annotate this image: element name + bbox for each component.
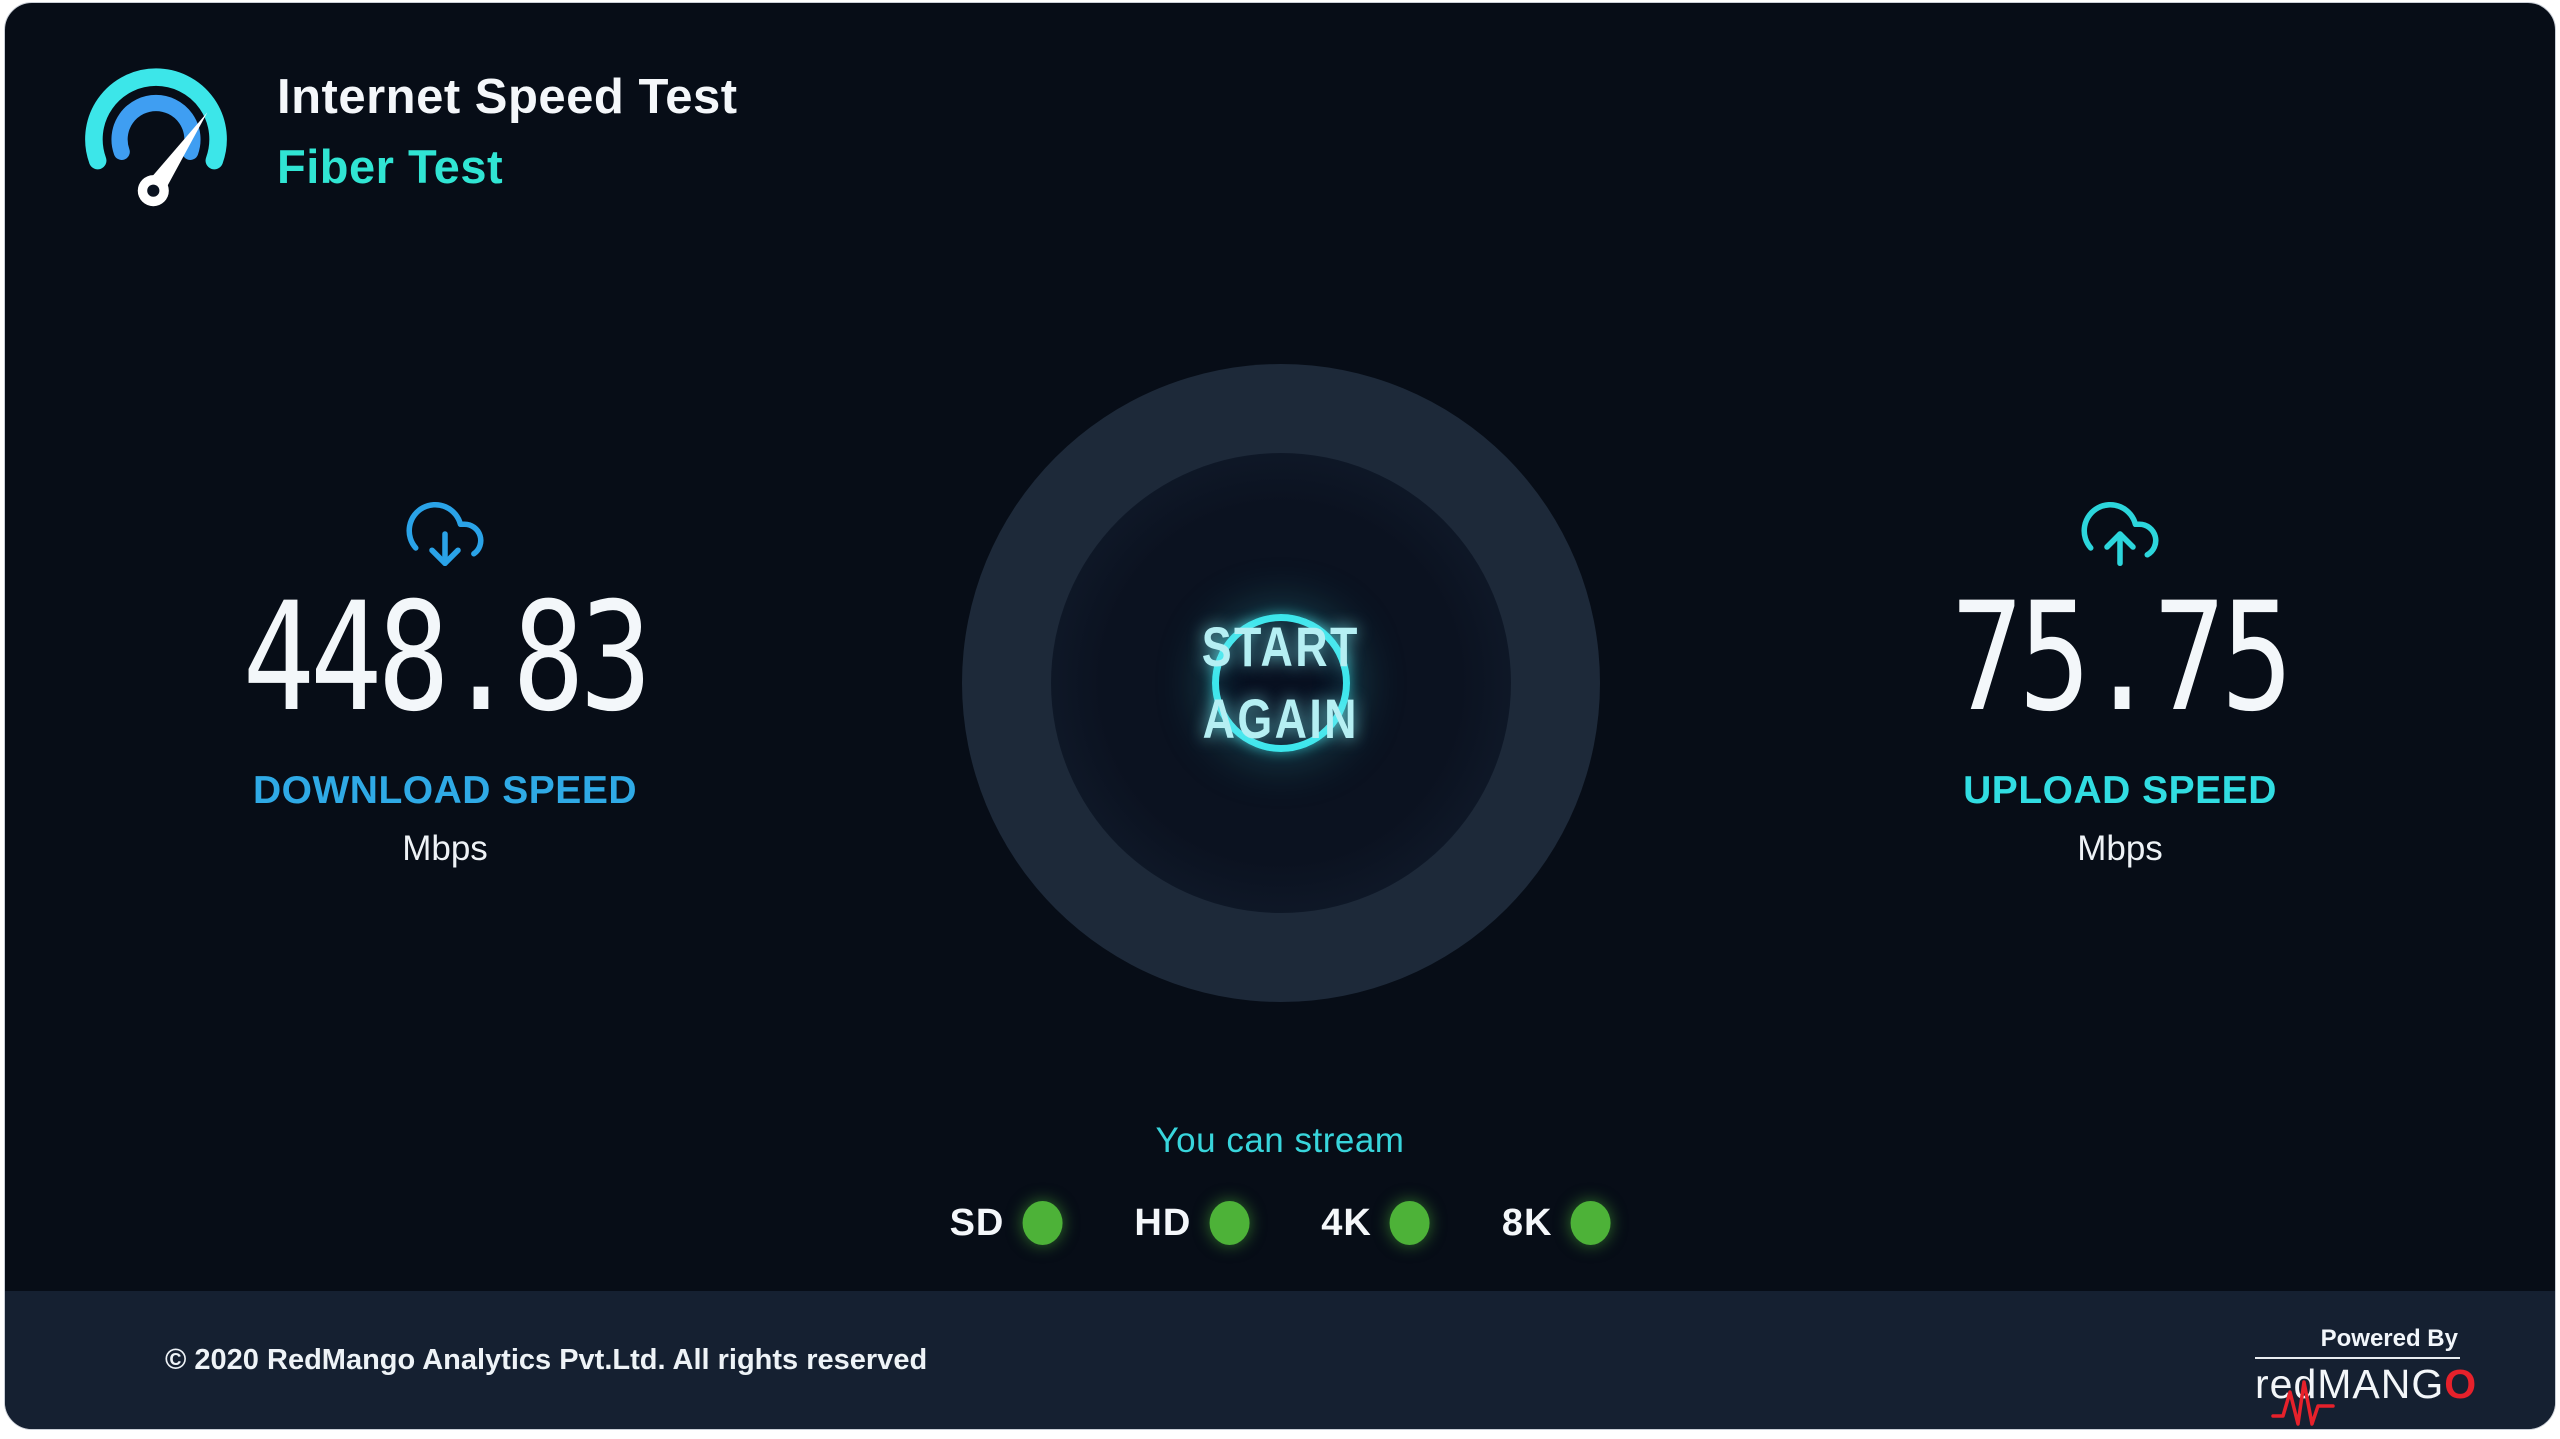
green-status-dot (1209, 1201, 1250, 1245)
start-again-line2: AGAIN (1202, 687, 1360, 750)
stream-option-8k: 8K (1502, 1201, 1611, 1245)
cloud-download-icon (406, 502, 484, 567)
stream-option-4k: 4K (1321, 1201, 1430, 1245)
logo-divider-line (2255, 1356, 2460, 1359)
powered-by-text: Powered By (2320, 1324, 2458, 1352)
copyright-text: © 2020 RedMango Analytics Pvt.Ltd. All r… (165, 1343, 928, 1376)
heartbeat-pulse-icon (2271, 1379, 2335, 1426)
stream-option-label: HD (1134, 1201, 1192, 1244)
speedometer-wifi-icon (85, 68, 227, 207)
green-status-dot (1389, 1201, 1430, 1245)
download-speed-label: DOWNLOAD SPEED (252, 769, 637, 812)
stream-option-label: 4K (1321, 1201, 1372, 1244)
app-header: Internet Speed Test Fiber Test (65, 53, 738, 215)
gauge-inner-disc: START AGAIN (1051, 453, 1511, 913)
stream-option-label: SD (949, 1201, 1005, 1244)
start-again-label: START AGAIN (1202, 611, 1360, 754)
redmango-logo: Powered By redMANG O (2255, 1313, 2476, 1426)
stream-title: You can stream (1155, 1121, 1405, 1160)
gauge-outer-ring: START AGAIN (962, 364, 1600, 1002)
app-titles: Internet Speed Test Fiber Test (277, 53, 738, 215)
upload-speed-label: UPLOAD SPEED (1963, 769, 2277, 812)
mango-o-icon: O (2444, 1360, 2478, 1407)
stream-option-sd: SD (950, 1201, 1063, 1245)
stream-section: You can stream SD HD 4K 8K (950, 1121, 1611, 1245)
stream-option-label: 8K (1501, 1201, 1553, 1244)
cloud-upload-icon (2081, 502, 2159, 567)
app-window: Internet Speed Test Fiber Test 448.83 DO… (4, 2, 2556, 1430)
stream-options-row: SD HD 4K 8K (950, 1201, 1611, 1245)
stream-option-hd: HD (1134, 1201, 1250, 1245)
start-again-line1: START (1202, 615, 1360, 679)
green-status-dot (1022, 1201, 1063, 1245)
green-status-dot (1570, 1201, 1611, 1245)
download-speed-unit: Mbps (402, 829, 488, 868)
upload-speed-unit: Mbps (2077, 829, 2163, 868)
start-again-button[interactable]: START AGAIN (1202, 614, 1358, 752)
upload-speed-value: 75.75 (1951, 571, 2293, 745)
footer-bar: © 2020 RedMango Analytics Pvt.Ltd. All r… (5, 1291, 2555, 1429)
upload-speed-panel: 75.75 UPLOAD SPEED Mbps (1800, 495, 2440, 869)
page-subtitle: Fiber Test (277, 140, 504, 193)
download-speed-value: 448.83 (242, 571, 652, 745)
download-speed-panel: 448.83 DOWNLOAD SPEED Mbps (125, 495, 765, 869)
page-title: Internet Speed Test (277, 70, 738, 124)
powered-by-row: Powered By (2255, 1317, 2460, 1353)
